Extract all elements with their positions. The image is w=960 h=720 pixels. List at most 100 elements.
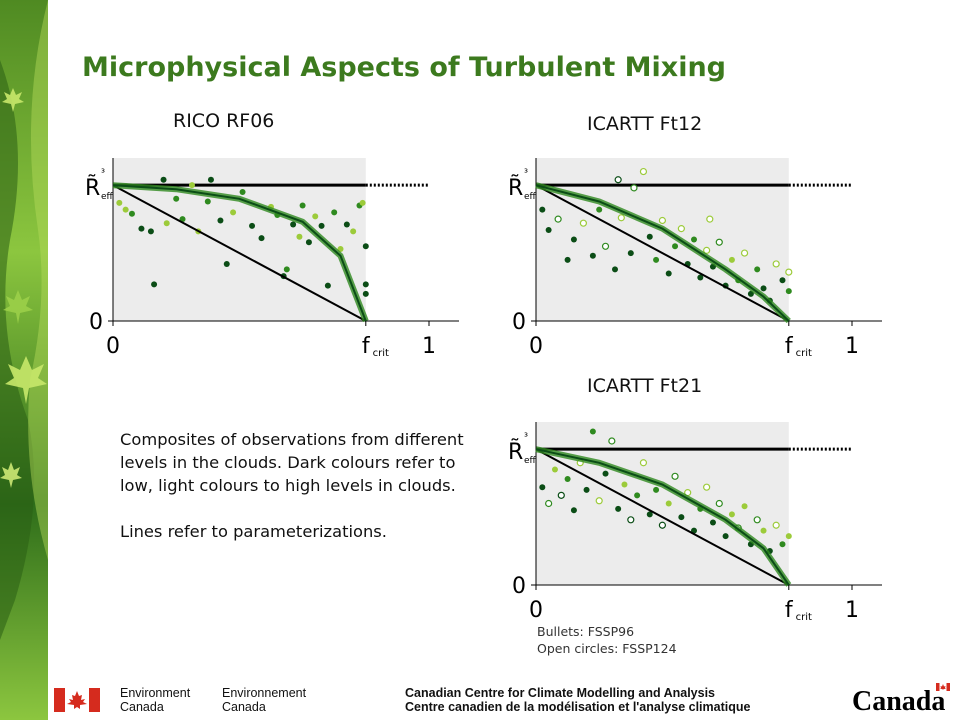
y-axis-symbol-subscript: eff (524, 192, 537, 202)
data-point-bullet (147, 228, 154, 235)
dept-name-fr: Environnement Canada (222, 686, 307, 714)
data-point-bullet (359, 199, 366, 206)
x-tick-label: 0 (106, 334, 120, 359)
data-point-bullet (665, 270, 672, 277)
data-point-bullet (653, 486, 660, 493)
wordmark-flag-icon (936, 683, 950, 691)
panel-title-ft21: ICARTT Ft21 (587, 375, 703, 397)
y-axis-symbol-subscript: eff (101, 192, 114, 202)
data-point-bullet (343, 221, 350, 228)
panel-title-ft12: ICARTT Ft12 (587, 113, 703, 135)
data-point-bullet (362, 290, 369, 297)
slide-title: Microphysical Aspects of Turbulent Mixin… (82, 52, 727, 83)
data-point-bullet (760, 285, 767, 292)
y-tick-label: 0 (512, 574, 526, 599)
data-point-open (627, 516, 635, 524)
x-tick-label: 0 (529, 598, 543, 623)
data-point-open (706, 215, 714, 223)
data-point-open (554, 215, 562, 223)
data-point-bullet (754, 266, 761, 273)
data-point-open (630, 184, 638, 192)
data-point-open (617, 214, 625, 222)
data-point-bullet (551, 466, 558, 473)
dept-name-en: Environment Canada (120, 686, 191, 714)
data-point-bullet (779, 541, 786, 548)
y-tick-label: 0 (89, 310, 103, 335)
maple-leaf-icon (2, 88, 24, 112)
data-point-bullet (646, 511, 653, 518)
y-axis-symbol-exponent: ³ (524, 168, 528, 179)
x-tick-label: f (785, 598, 794, 623)
data-point-bullet (691, 236, 697, 243)
plot-area (113, 158, 366, 321)
data-point-bullet (362, 281, 369, 288)
data-point-open (703, 246, 711, 254)
maple-leaf-icon (5, 356, 47, 404)
y-axis-symbol: R̃ (508, 175, 523, 201)
data-point-open (557, 491, 565, 499)
maple-leaf-icon (0, 462, 22, 488)
x-tick-label-subscript: crit (796, 348, 812, 359)
y-axis-symbol-subscript: eff (524, 456, 537, 466)
chart-rico-rf06: 0 f crit 1 0 R̃ eff ³ (85, 158, 459, 359)
x-tick-label: f (785, 334, 794, 359)
data-point-bullet (122, 206, 129, 213)
y-axis-symbol: R̃ (508, 439, 523, 465)
y-axis-symbol-exponent: ³ (524, 432, 528, 443)
data-point-open (614, 176, 622, 184)
data-point-bullet (318, 222, 325, 229)
data-point-bullet (589, 252, 596, 259)
data-point-bullet (138, 225, 145, 232)
data-point-bullet (589, 428, 596, 435)
data-point-bullet (545, 226, 552, 233)
data-point-open (715, 499, 723, 508)
data-point-bullet (741, 503, 748, 510)
data-point-bullet (646, 233, 653, 240)
data-point-bullet (672, 243, 679, 250)
data-point-bullet (697, 274, 704, 281)
centre-name: Canadian Centre for Climate Modelling an… (405, 686, 751, 714)
data-point-bullet (539, 484, 546, 491)
maple-leaf-icon (3, 290, 33, 324)
note-open-circles: Open circles: FSSP124 (537, 641, 677, 656)
data-point-open (677, 225, 685, 233)
data-point-bullet (230, 209, 237, 216)
data-point-bullet (722, 533, 729, 540)
data-point-bullet (785, 533, 792, 540)
note-bullets: Bullets: FSSP96 (537, 624, 635, 639)
parameterization-line-linear (535, 448, 790, 586)
data-point-bullet (760, 527, 767, 534)
data-point-open (772, 521, 780, 529)
data-point-open (671, 472, 679, 480)
instrument-notes: Bullets: FSSP96 Open circles: FSSP124 (537, 623, 677, 657)
data-point-open (608, 437, 616, 445)
data-point-open (579, 219, 588, 227)
data-point-bullet (785, 288, 792, 295)
data-point-bullet (173, 195, 180, 202)
data-point-open (601, 242, 610, 250)
data-point-bullet (362, 243, 369, 250)
data-point-open (545, 499, 553, 508)
y-axis-symbol-exponent: ³ (101, 168, 105, 179)
data-point-bullet (116, 199, 123, 206)
data-point-bullet (258, 235, 265, 242)
parameterization-line-curved (535, 184, 790, 322)
data-point-open (658, 521, 666, 529)
data-point-bullet (249, 222, 256, 229)
data-point-bullet (634, 492, 641, 499)
data-point-bullet (596, 206, 603, 213)
parameterization-line-linear (535, 184, 790, 322)
plot-area (536, 422, 789, 585)
data-point-bullet (621, 481, 628, 488)
x-tick-label-subscript: crit (796, 612, 812, 623)
data-point-open (703, 483, 711, 491)
canada-wordmark: Canada (852, 686, 946, 717)
canada-flag-icon (54, 688, 100, 712)
data-point-bullet (217, 217, 224, 224)
data-point-bullet (653, 256, 660, 263)
data-point-bullet (709, 519, 716, 526)
data-point-open (772, 260, 780, 268)
description-paragraph-composites: Composites of observations from differen… (120, 430, 464, 495)
data-point-bullet (151, 281, 158, 288)
data-point-bullet (296, 233, 303, 240)
